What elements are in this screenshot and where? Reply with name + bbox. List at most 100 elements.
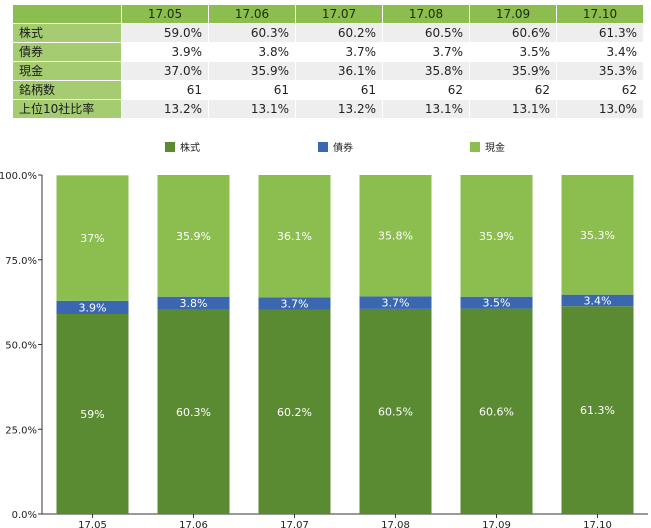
table-header-row: 17.05 17.06 17.07 17.08 17.09 17.10 — [12, 4, 644, 24]
table-cell: 61 — [121, 80, 209, 100]
bar-data-label: 3.7% — [382, 297, 410, 310]
legend-label: 株式 — [180, 141, 200, 154]
x-tick-label: 17.10 — [583, 520, 612, 528]
bar-segment — [157, 175, 230, 297]
allocation-table: 17.05 17.06 17.07 17.08 17.09 17.10 株式 59… — [12, 4, 644, 119]
bar-segment — [157, 309, 230, 514]
x-tick-label: 17.07 — [280, 520, 309, 528]
bar-segment — [258, 297, 331, 310]
bar-segment — [561, 294, 634, 307]
table-cell: 3.7% — [295, 42, 383, 62]
table-cell: 3.5% — [469, 42, 557, 62]
bar-data-label: 35.8% — [378, 230, 413, 243]
bar-segment — [56, 300, 129, 314]
table-cell: 35.9% — [469, 61, 557, 81]
table-cell: 13.2% — [121, 99, 209, 119]
table-cell: 60.5% — [382, 23, 470, 43]
bar-data-label: 3.5% — [483, 297, 511, 310]
table-row-label: 債券 — [12, 42, 122, 62]
table-row-label: 上位10社比率 — [12, 99, 122, 119]
bar-data-label: 36.1% — [277, 230, 312, 243]
table-cell: 35.9% — [208, 61, 296, 81]
bar-segment — [258, 175, 331, 298]
bar-data-label: 60.2% — [277, 406, 312, 419]
y-tick-label: 100.0% — [0, 171, 37, 182]
table-cell: 36.1% — [295, 61, 383, 81]
table-row: 銘柄数 61 61 61 62 62 62 — [12, 80, 644, 100]
bar-data-label: 35.3% — [580, 229, 615, 242]
table-row-label: 現金 — [12, 61, 122, 81]
bar-data-label: 3.9% — [79, 301, 107, 314]
legend-swatch — [165, 142, 175, 152]
table-row: 債券 3.9% 3.8% 3.7% 3.7% 3.5% 3.4% — [12, 42, 644, 62]
table-cell: 3.4% — [556, 42, 644, 62]
table-cell: 59.0% — [121, 23, 209, 43]
bar-segment — [460, 296, 533, 309]
x-tick-label: 17.08 — [381, 520, 410, 528]
table-column-header: 17.07 — [295, 4, 383, 24]
table-column-header: 17.09 — [469, 4, 557, 24]
table-row: 株式 59.0% 60.3% 60.2% 60.5% 60.6% 61.3% — [12, 23, 644, 43]
legend-swatch — [470, 142, 480, 152]
table-cell: 60.3% — [208, 23, 296, 43]
table-cell: 62 — [556, 80, 644, 100]
bar-data-label: 35.9% — [479, 230, 514, 243]
table-cell: 3.9% — [121, 42, 209, 62]
bar-segment — [258, 309, 331, 514]
table-column-header: 17.08 — [382, 4, 470, 24]
table-row-label: 銘柄数 — [12, 80, 122, 100]
bar-segment — [561, 306, 634, 514]
table-cell: 13.1% — [208, 99, 296, 119]
table-row-label: 株式 — [12, 23, 122, 43]
table-cell: 60.2% — [295, 23, 383, 43]
bar-segment — [359, 308, 432, 514]
bar-data-label: 3.8% — [180, 297, 208, 310]
bar-segment — [561, 175, 634, 295]
table-column-header: 17.05 — [121, 4, 209, 24]
table-cell: 61.3% — [556, 23, 644, 43]
table-cell: 61 — [208, 80, 296, 100]
bar-segment — [359, 296, 432, 309]
legend-swatch — [318, 142, 328, 152]
legend-label: 債券 — [333, 141, 353, 154]
table-cell: 35.3% — [556, 61, 644, 81]
table-cell: 3.8% — [208, 42, 296, 62]
x-tick-label: 17.06 — [179, 520, 208, 528]
x-tick-label: 17.05 — [78, 520, 107, 528]
x-tick-label: 17.09 — [482, 520, 511, 528]
bar-data-label: 35.9% — [176, 230, 211, 243]
table-cell: 62 — [469, 80, 557, 100]
table-cell: 60.6% — [469, 23, 557, 43]
y-tick-label: 25.0% — [5, 425, 37, 436]
bar-segment — [56, 175, 129, 301]
table-column-header: 17.10 — [556, 4, 644, 24]
bar-segment — [56, 313, 129, 514]
y-tick-label: 0.0% — [12, 510, 37, 521]
bar-data-label: 3.4% — [584, 294, 612, 307]
table-cell: 13.1% — [469, 99, 557, 119]
table-cell: 13.1% — [382, 99, 470, 119]
stacked-bar-chart: 0.0% 25.0% 50.0% 75.0% 100.0% 59% 3.9% 37% 17.05… — [0, 141, 648, 528]
bar-data-label: 61.3% — [580, 404, 615, 417]
table-cell: 13.0% — [556, 99, 644, 119]
table-cell: 13.2% — [295, 99, 383, 119]
table-column-header: 17.06 — [208, 4, 296, 24]
table-cell: 3.7% — [382, 42, 470, 62]
bar-segment — [460, 175, 533, 297]
bar-segment — [460, 308, 533, 514]
bar-segment — [359, 175, 432, 297]
bar-data-label: 60.3% — [176, 406, 211, 419]
y-tick-label: 50.0% — [5, 341, 37, 352]
bar-data-label: 59% — [80, 408, 104, 421]
bar-data-label: 37% — [80, 232, 104, 245]
table-cell: 62 — [382, 80, 470, 100]
table-row: 上位10社比率 13.2% 13.1% 13.2% 13.1% 13.1% 13.0% — [12, 99, 644, 119]
table-cell: 35.8% — [382, 61, 470, 81]
bar-data-label: 60.6% — [479, 405, 514, 418]
table-corner-cell — [12, 4, 122, 24]
table-cell: 37.0% — [121, 61, 209, 81]
bar-data-label: 3.7% — [281, 298, 309, 311]
table-row: 現金 37.0% 35.9% 36.1% 35.8% 35.9% 35.3% — [12, 61, 644, 81]
table-cell: 61 — [295, 80, 383, 100]
y-tick-label: 75.0% — [5, 256, 37, 267]
